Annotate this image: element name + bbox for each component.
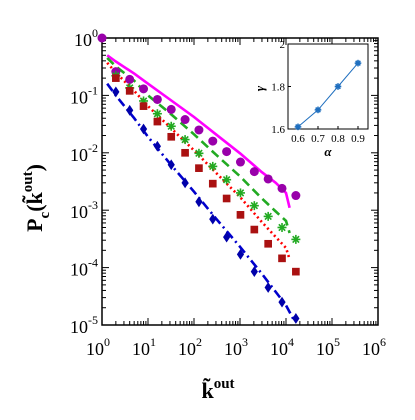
inset-x-tick-label: 0.7 <box>311 133 325 145</box>
inset-y-tick-label: 1.8 <box>271 82 285 94</box>
y-tick-label: 10-4 <box>70 256 98 280</box>
inset-frame <box>287 43 369 130</box>
inset-x-tick-label: 0.6 <box>291 133 305 145</box>
series-0-point <box>125 74 135 84</box>
inset-x-label: α <box>324 144 332 159</box>
y-tick-label: 100 <box>74 26 98 50</box>
y-tick-label: 10-2 <box>70 141 98 165</box>
series-3-point <box>209 213 217 225</box>
series-3-point <box>264 282 272 293</box>
series-2-point <box>181 148 189 157</box>
series-0-point <box>139 84 149 94</box>
series-0-point <box>291 191 301 201</box>
series-1-point <box>222 175 232 185</box>
x-tick-label: 103 <box>224 335 248 359</box>
series-0-point <box>208 136 218 146</box>
series-2-point <box>167 132 176 141</box>
series-1-point <box>208 161 218 171</box>
y-tick-label: 10-5 <box>70 313 98 337</box>
x-tick-label: 101 <box>132 335 156 359</box>
fit-line-0 <box>106 54 291 209</box>
series-0-point <box>277 183 287 193</box>
fit-line-1 <box>106 56 291 234</box>
series-3-point <box>167 159 175 171</box>
series-0-point <box>166 104 176 114</box>
series-3-point <box>181 177 189 189</box>
inset-point <box>294 123 302 131</box>
svg-text:Pc(k̃out): Pc(k̃out) <box>20 164 53 232</box>
series-2-point <box>264 239 272 248</box>
series-2-point <box>208 179 217 188</box>
series-2-point <box>125 87 134 95</box>
series-3-point <box>126 104 134 116</box>
series-3-point <box>278 296 286 308</box>
series-0-point <box>152 94 162 104</box>
series-0-point <box>222 147 232 157</box>
series-0-point <box>180 115 190 125</box>
inset-chart: 0.6 0.7 0.8 0.9 1.6 1.8 2 α γ <box>252 39 369 159</box>
series-3-point <box>153 140 161 152</box>
y-tick-label: 10-1 <box>70 83 98 107</box>
series-1-point <box>180 135 190 145</box>
series-2-point <box>153 117 162 126</box>
main-axes <box>101 37 379 326</box>
x-axis-label: k̃out <box>201 376 234 403</box>
inset-y-tick-label: 2 <box>280 39 286 51</box>
inset-point <box>354 59 362 67</box>
inset-y-label: γ <box>252 85 267 91</box>
series-0-point <box>249 167 259 177</box>
inset-point <box>314 106 322 114</box>
series-1-point <box>166 121 176 131</box>
series-2-point <box>139 102 148 110</box>
data-markers <box>97 33 301 324</box>
y-axis-label: Pc(k̃out) <box>20 164 53 232</box>
x-tick-label: 100 <box>86 335 110 359</box>
series-3-point <box>292 313 300 324</box>
series-2-point <box>278 254 286 263</box>
series-3-point <box>223 231 231 243</box>
series-1-point <box>152 109 162 119</box>
series-2-point <box>195 164 203 172</box>
inset-line <box>297 62 359 128</box>
series-3-point <box>112 86 120 98</box>
fit-lines <box>106 54 296 322</box>
y-tick-label: 10-3 <box>70 198 98 222</box>
series-0-point <box>235 157 245 167</box>
series-0-point <box>97 33 107 43</box>
series-3-point <box>250 266 258 278</box>
series-2-point <box>236 211 245 219</box>
series-3-point <box>195 196 203 208</box>
inset-x-tick-label: 0.9 <box>351 133 365 145</box>
series-1-point <box>235 188 245 198</box>
series-1-point <box>291 234 301 244</box>
fit-line-3 <box>106 82 296 322</box>
series-0-point <box>263 174 273 184</box>
series-2-point <box>112 74 120 82</box>
inset-y-tick-label: 1.6 <box>271 124 285 136</box>
series-2-point <box>222 194 231 203</box>
series-2-point <box>292 267 300 276</box>
x-tick-label: 102 <box>178 335 202 359</box>
series-1-point <box>263 211 273 221</box>
series-1-point <box>194 148 204 158</box>
x-tick-label: 106 <box>362 335 386 359</box>
series-3-point <box>139 123 148 135</box>
series-0-point <box>194 125 204 135</box>
fit-line-2 <box>106 61 291 260</box>
series-1-point <box>249 201 259 211</box>
series-2-point <box>250 225 259 234</box>
inset-x-tick-label: 0.8 <box>331 133 345 145</box>
inset-point <box>334 83 342 90</box>
series-3-point <box>236 248 245 260</box>
x-tick-label: 105 <box>316 335 340 359</box>
x-tick-label: 104 <box>270 335 294 359</box>
series-1-point <box>277 222 287 232</box>
tick-labels: 100 101 102 103 104 105 106 100 10-1 10-2 10-3 10-4… <box>70 26 386 359</box>
